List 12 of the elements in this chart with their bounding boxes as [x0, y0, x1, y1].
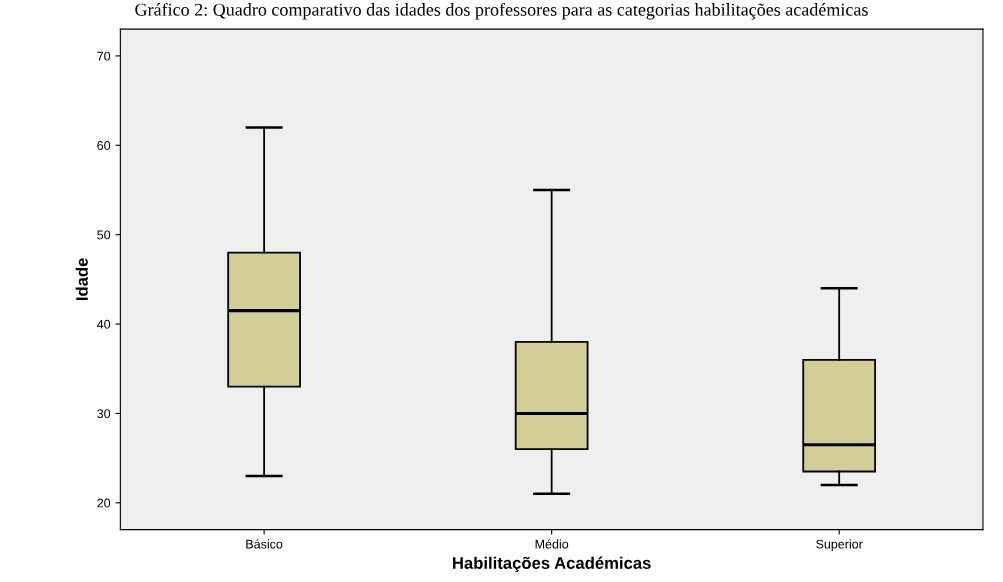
- x-tick-label: Básico: [246, 539, 283, 549]
- x-axis-title: Habilitações Académicas: [453, 556, 651, 573]
- y-tick-label: 50: [97, 230, 111, 240]
- y-axis-title: Idade: [75, 258, 88, 301]
- y-tick-label: 20: [97, 498, 111, 508]
- x-tick-label: Superior: [816, 539, 863, 551]
- y-tick-label: 40: [97, 319, 111, 329]
- y-tick-label: 70: [97, 51, 111, 61]
- y-tick-label: 30: [97, 409, 111, 419]
- chart-title: Gráfico 2: Quadro comparativo das idades dos professores para as categorias habilitações académicas: [135, 2, 868, 20]
- x-tick-label: Médio: [535, 539, 569, 549]
- y-tick-label: 60: [97, 141, 111, 150]
